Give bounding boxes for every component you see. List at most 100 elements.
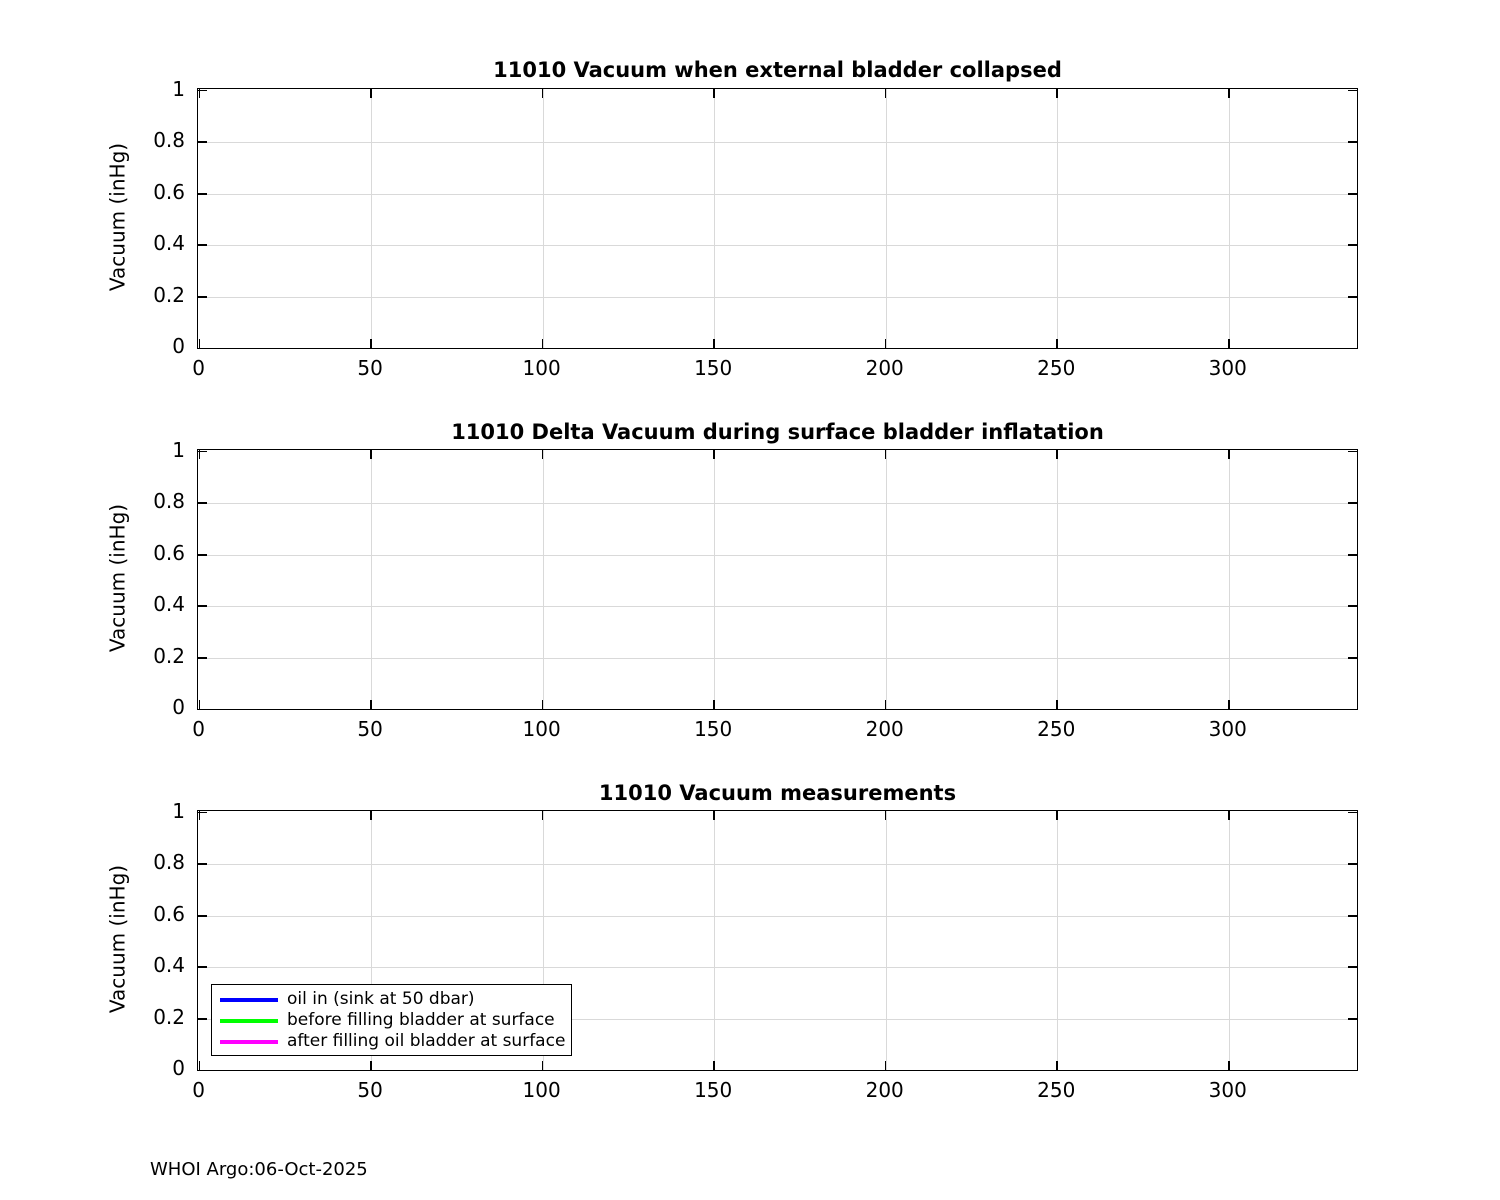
gridline-vertical [371, 811, 373, 1070]
y-axis-tick [1348, 1018, 1357, 1020]
y-axis-tick [1348, 1069, 1357, 1072]
y-axis-tick [198, 708, 207, 711]
y-axis-tick [1348, 296, 1357, 298]
x-tick-label: 250 [1037, 356, 1076, 380]
x-axis-tick [713, 89, 715, 98]
x-axis-tick [713, 811, 715, 820]
gridline-vertical [371, 450, 373, 709]
x-tick-label: 300 [1208, 356, 1247, 380]
x-axis-tick [541, 700, 544, 709]
y-axis-tick [198, 553, 207, 556]
y-axis-tick [1348, 708, 1357, 711]
gridline-vertical [1228, 811, 1230, 1070]
gridline-vertical [885, 450, 887, 709]
y-axis-tick [198, 141, 207, 143]
x-axis-tick [1056, 89, 1059, 98]
x-axis-tick [1056, 339, 1059, 348]
y-axis-label-3: Vacuum (inHg) [105, 864, 129, 1013]
y-axis-tick [198, 863, 207, 865]
subplot-vacuum-bladder-collapsed: 11010 Vacuum when external bladder colla… [0, 0, 1500, 400]
x-axis-tick [884, 89, 887, 98]
legend-color-swatch [220, 1018, 278, 1023]
x-axis-tick [541, 811, 544, 820]
gridline-horizontal [198, 193, 1357, 195]
x-axis-tick [198, 700, 201, 709]
y-axis-tick [198, 811, 207, 814]
y-axis-tick [198, 450, 207, 453]
y-tick-label: 0.2 [153, 643, 185, 668]
gridline-vertical [542, 811, 544, 1070]
legend-color-swatch [220, 997, 278, 1002]
gridline-horizontal [198, 503, 1357, 505]
legend-color-swatch [220, 1039, 278, 1044]
gridline-horizontal [198, 554, 1357, 556]
x-tick-label: 50 [357, 1078, 383, 1102]
x-axis-tick [198, 1061, 201, 1070]
y-tick-label: 0.6 [153, 540, 185, 565]
x-axis-tick [1227, 811, 1230, 820]
x-axis-tick [541, 339, 544, 348]
legend-item[interactable]: after filling oil bladder at surface [220, 1031, 565, 1052]
y-tick-label: 0.6 [153, 179, 185, 204]
x-tick-label: 100 [522, 717, 561, 741]
y-tick-label: 0.4 [153, 592, 185, 617]
gridline-vertical [1057, 450, 1059, 709]
x-axis-tick [198, 339, 201, 348]
y-axis-tick [1348, 605, 1357, 608]
axes-2 [197, 449, 1358, 711]
gridline-horizontal [198, 864, 1357, 866]
plot-title-1: 11010 Vacuum when external bladder colla… [493, 58, 1062, 82]
x-axis-tick [884, 700, 887, 709]
y-axis-tick [198, 296, 207, 298]
y-axis-tick [1348, 863, 1357, 865]
subplot-delta-vacuum-inflation: 11010 Delta Vacuum during surface bladde… [0, 0, 1500, 711]
x-tick-label: 150 [694, 1078, 733, 1102]
y-tick-label: 0.6 [153, 901, 185, 926]
legend-item[interactable]: oil in (sink at 50 dbar) [220, 989, 565, 1010]
gridline-vertical [885, 89, 887, 348]
y-axis-tick [198, 605, 207, 608]
axes-1 [197, 88, 1358, 350]
gridline-vertical [714, 89, 716, 348]
x-axis-tick [541, 1061, 544, 1070]
y-tick-label: 1 [172, 76, 185, 101]
x-tick-label: 50 [357, 717, 383, 741]
x-axis-tick [884, 339, 887, 348]
gridline-vertical [371, 89, 373, 348]
y-axis-tick [1348, 450, 1357, 453]
y-axis-tick [1348, 89, 1357, 92]
gridline-horizontal [198, 296, 1357, 298]
legend-box: oil in (sink at 50 dbar) before filling b… [211, 984, 572, 1056]
x-tick-label: 300 [1208, 717, 1247, 741]
x-tick-label: 0 [192, 717, 205, 741]
x-axis-tick [370, 700, 372, 709]
y-axis-tick [198, 244, 207, 247]
x-axis-tick [884, 811, 887, 820]
gridline-horizontal [198, 245, 1357, 247]
gridline-vertical [542, 450, 544, 709]
plot-title-2: 11010 Delta Vacuum during surface bladde… [451, 420, 1104, 444]
y-tick-label: 1 [172, 437, 185, 462]
y-axis-tick [198, 914, 207, 917]
gridline-vertical [1228, 89, 1230, 348]
x-axis-tick [1227, 89, 1230, 98]
y-axis-tick [1348, 347, 1357, 350]
x-axis-tick [370, 339, 372, 348]
x-tick-label: 50 [357, 356, 383, 380]
y-axis-tick [198, 347, 207, 350]
x-tick-label: 200 [865, 717, 904, 741]
y-tick-label: 0 [172, 695, 185, 720]
x-axis-tick [1227, 700, 1230, 709]
y-tick-label: 0.8 [153, 489, 185, 514]
gridline-horizontal [198, 915, 1357, 917]
y-axis-tick [1348, 502, 1357, 504]
x-axis-tick [198, 89, 201, 98]
legend-item[interactable]: before filling bladder at surface [220, 1010, 565, 1031]
y-axis-tick [198, 89, 207, 92]
x-axis-tick [370, 450, 372, 459]
subplot-vacuum-measurements: 11010 Vacuum measurements Vacuum (inHg) [0, 0, 1500, 1072]
x-axis-tick [541, 450, 544, 459]
x-axis-tick [1227, 339, 1230, 348]
x-axis-tick [884, 1061, 887, 1070]
